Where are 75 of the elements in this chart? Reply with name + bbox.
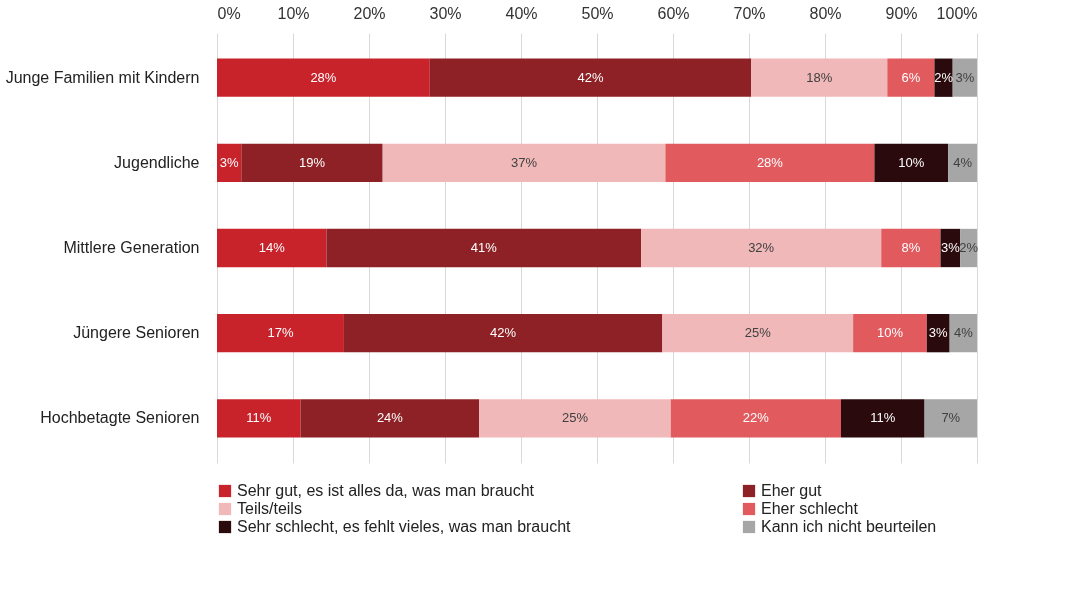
y-tick-label: Jüngere Senioren — [73, 324, 200, 342]
bar — [217, 313, 344, 353]
bar — [665, 143, 875, 183]
y-tick-label: Hochbetagte Senioren — [40, 409, 200, 427]
bar — [751, 58, 888, 97]
x-tick-label: 20% — [353, 4, 386, 22]
data-label: 25% — [561, 410, 589, 426]
data-label: 3% — [955, 69, 975, 85]
data-label: 25% — [744, 325, 772, 341]
data-label: 10% — [876, 325, 904, 341]
data-label: 28% — [310, 69, 337, 85]
bar — [853, 313, 927, 353]
data-label: 3% — [219, 154, 239, 170]
y-tick-label: Jugendliche — [114, 153, 200, 171]
data-label: 41% — [470, 240, 498, 255]
data-label: 2% — [959, 240, 979, 255]
x-tick-label: 80% — [809, 4, 842, 22]
x-tick-label: 0% — [217, 4, 241, 22]
data-label: 18% — [806, 69, 833, 85]
legend-label: Sehr schlecht, es fehlt vieles, was man braucht — [237, 518, 572, 535]
bar — [887, 58, 935, 97]
data-label: 14% — [258, 240, 286, 255]
data-label: 22% — [742, 410, 770, 426]
data-label: 28% — [756, 154, 784, 170]
bar — [840, 399, 925, 438]
bar — [479, 399, 671, 438]
bar — [670, 399, 841, 438]
data-label: 4% — [953, 325, 974, 341]
bar — [874, 143, 949, 183]
x-tick-label: 60% — [657, 4, 690, 22]
data-label: 42% — [577, 69, 604, 85]
x-tick-label: 40% — [505, 4, 538, 22]
x-tick-label: 70% — [733, 4, 766, 22]
x-tick-label: 100% — [936, 4, 978, 22]
data-label: 24% — [376, 410, 404, 426]
data-label: 11% — [870, 410, 896, 426]
legend-label: Kann ich nicht beurteilen — [761, 518, 937, 535]
legend-label: Eher schlecht — [761, 500, 859, 517]
bar — [662, 313, 854, 353]
data-label: 6% — [901, 69, 921, 85]
data-label: 10% — [898, 154, 925, 170]
bar — [641, 228, 882, 268]
data-label: 19% — [298, 154, 326, 170]
data-label: 11% — [246, 410, 272, 426]
x-tick-label: 10% — [277, 4, 310, 22]
bar — [241, 143, 383, 183]
y-tick-label: Junge Familien mit Kindern — [5, 68, 200, 86]
bar — [217, 228, 327, 268]
y-tick-label: Mittlere Generation — [63, 239, 200, 256]
legend-label: Eher gut — [761, 482, 823, 499]
x-tick-label: 50% — [581, 4, 614, 22]
bar — [300, 399, 480, 438]
data-label: 4% — [953, 154, 973, 170]
x-tick-label: 90% — [885, 4, 918, 22]
data-label: 17% — [267, 325, 294, 341]
bar — [881, 228, 941, 268]
data-label: 7% — [941, 410, 961, 426]
legend-label: Teils/teils — [237, 500, 302, 517]
bar — [382, 143, 666, 183]
data-label: 37% — [511, 154, 538, 170]
data-label: 3% — [941, 240, 961, 255]
bar — [948, 143, 977, 183]
bar — [326, 228, 642, 268]
bar — [429, 58, 752, 97]
bar — [217, 58, 430, 97]
bar — [343, 313, 663, 353]
data-label: 3% — [928, 325, 949, 341]
data-label: 32% — [748, 240, 775, 255]
data-label: 42% — [490, 325, 517, 341]
bar — [217, 399, 301, 438]
data-label: 8% — [901, 240, 921, 255]
data-label: 2% — [934, 69, 954, 85]
legend-label: Sehr gut, es ist alles da, was man braucht — [237, 482, 535, 499]
bar — [924, 399, 977, 438]
x-tick-label: 30% — [429, 4, 462, 22]
